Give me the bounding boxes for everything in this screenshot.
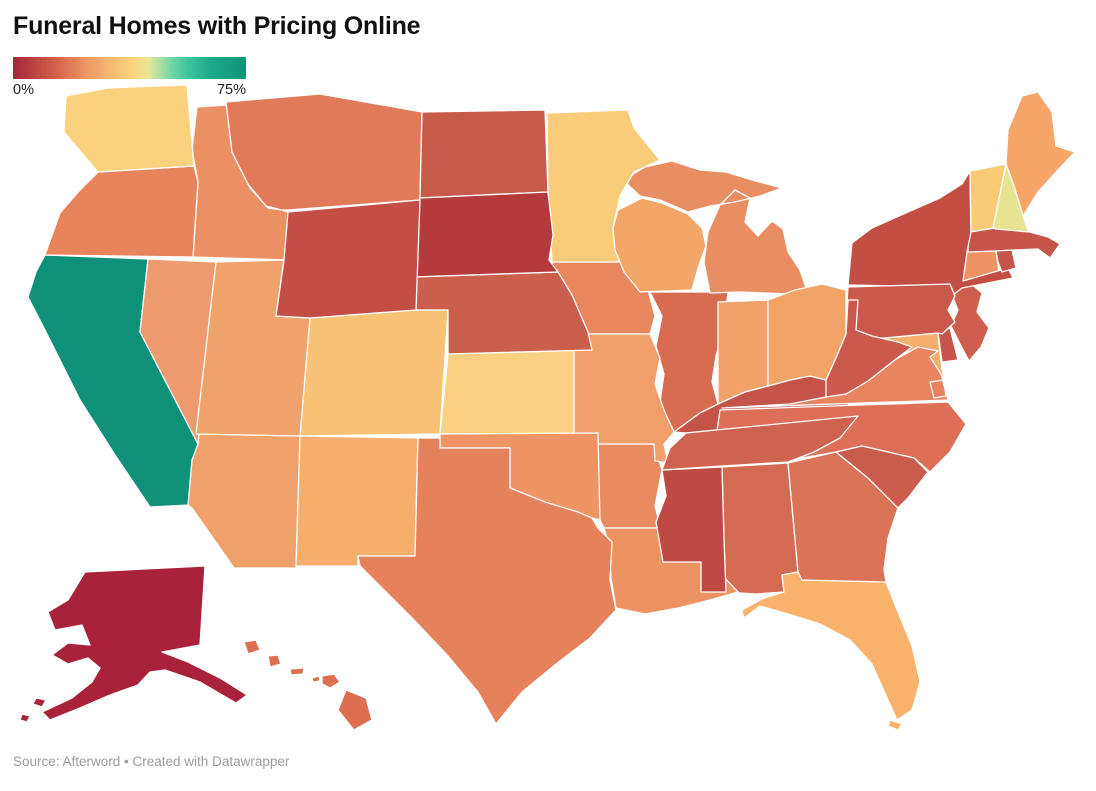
state-colorado[interactable] xyxy=(299,309,449,437)
state-missouri[interactable] xyxy=(573,333,675,464)
state-north-dakota[interactable] xyxy=(419,109,549,199)
state-vermont[interactable] xyxy=(969,163,1007,233)
state-mississippi[interactable] xyxy=(655,466,727,593)
state-alaska[interactable] xyxy=(19,565,248,723)
state-virginia[interactable] xyxy=(721,346,949,409)
state-minnesota[interactable] xyxy=(546,109,661,263)
state-florida[interactable] xyxy=(741,571,921,731)
state-wisconsin[interactable] xyxy=(612,197,707,293)
state-new-mexico[interactable] xyxy=(295,435,419,567)
state-west-virginia[interactable] xyxy=(825,299,913,398)
state-nebraska[interactable] xyxy=(413,271,593,355)
legend-max-label: 75% xyxy=(216,82,246,98)
state-montana[interactable] xyxy=(225,93,423,211)
state-arizona[interactable] xyxy=(187,433,301,569)
state-oregon[interactable] xyxy=(44,165,199,258)
legend-gradient-bar xyxy=(13,57,246,79)
state-arkansas[interactable] xyxy=(597,443,663,529)
source-credit-line: Source: Afterword • Created with Datawra… xyxy=(13,754,290,769)
state-south-dakota[interactable] xyxy=(411,191,559,278)
state-new-york[interactable] xyxy=(847,170,1014,296)
state-tennessee[interactable] xyxy=(661,415,859,471)
legend-labels: 0% 75% xyxy=(13,82,246,98)
state-washington[interactable] xyxy=(63,84,195,173)
state-hawaii[interactable] xyxy=(243,639,373,731)
state-rhode-island[interactable] xyxy=(995,249,1017,273)
state-wyoming[interactable] xyxy=(275,199,421,319)
state-new-jersey[interactable] xyxy=(950,282,990,362)
legend-min-label: 0% xyxy=(13,82,34,98)
chart-title: Funeral Homes with Pricing Online xyxy=(13,12,421,40)
state-texas[interactable] xyxy=(357,437,617,725)
color-legend: 0% 75% xyxy=(13,57,246,98)
state-south-carolina[interactable] xyxy=(835,445,929,509)
